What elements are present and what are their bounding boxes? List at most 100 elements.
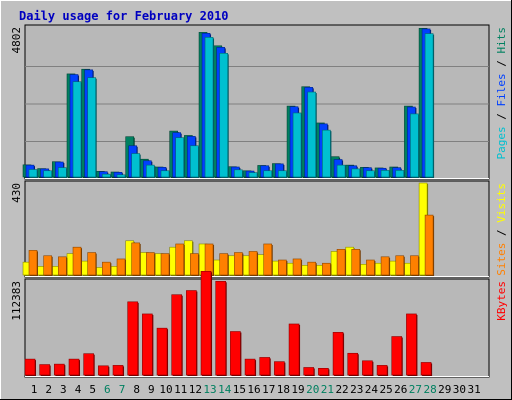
bar-pages [336, 164, 346, 178]
x-tick-label: 9 [148, 383, 155, 396]
bar-sites [366, 259, 375, 276]
x-tick-label: 18 [277, 383, 290, 396]
bar-kbytes [376, 365, 388, 376]
bar-kbytes [347, 352, 359, 376]
bar-sites [146, 252, 155, 276]
bar-pages [175, 137, 184, 178]
bar-pages [263, 170, 273, 178]
bar-pages [307, 91, 317, 178]
bar-kbytes [186, 290, 197, 376]
x-tick-label: 23 [350, 383, 363, 396]
bar-pages [102, 173, 111, 178]
bar-sites [322, 262, 331, 276]
bar-kbytes [259, 357, 271, 376]
x-tick-label: 30 [453, 383, 466, 396]
x-tick-label: 4 [75, 383, 82, 396]
bar-pages [292, 112, 302, 178]
x-tick-label: 1 [31, 383, 38, 396]
bar-kbytes [83, 353, 94, 376]
bar-pages [146, 164, 155, 178]
bar-kbytes [112, 365, 124, 376]
bar-sites [160, 253, 170, 276]
side-legend-part: / [495, 107, 508, 127]
bar-sites [204, 243, 214, 276]
x-tick-label: 16 [247, 383, 260, 396]
x-tick-label: 10 [159, 383, 172, 396]
bar-kbytes [230, 331, 241, 376]
side-legend-part: / [495, 223, 508, 243]
bar-sites [28, 250, 38, 276]
x-tick-label: 29 [438, 383, 451, 396]
bar-sites [43, 255, 52, 276]
x-tick-label: 11 [174, 383, 187, 396]
bar-pages [72, 81, 82, 178]
bar-kbytes [127, 301, 138, 376]
x-tick-label: 17 [262, 383, 275, 396]
bar-sites [58, 256, 67, 276]
x-tick-label: 15 [233, 383, 246, 396]
bar-kbytes [288, 323, 300, 376]
bar-sites [131, 242, 140, 276]
bar-pages [43, 170, 52, 178]
side-legend-part: KBytes [495, 281, 508, 321]
bar-sites [219, 253, 229, 276]
bar-sites [263, 243, 273, 276]
x-tick-label: 7 [119, 383, 126, 396]
bar-sites [278, 259, 287, 276]
bar-kbytes [215, 281, 227, 376]
bar-pages [395, 170, 405, 178]
x-tick-label: 21 [321, 383, 334, 396]
side-legend-bot: KBytes [495, 281, 508, 321]
bar-kbytes [420, 362, 432, 376]
bar-kbytes [303, 367, 315, 376]
bar-pages [28, 169, 38, 178]
x-tick-label: 14 [218, 383, 232, 396]
x-tick-label: 27 [409, 383, 422, 396]
bar-sites [336, 249, 346, 276]
side-legend-top: Pages / Files / Hits [495, 27, 508, 160]
side-legend-part: Files [495, 73, 508, 106]
bar-kbytes [318, 368, 329, 376]
bar-sites [234, 252, 243, 276]
side-legend-part: / [495, 54, 508, 74]
bar-kbytes [391, 336, 403, 376]
bar-kbytes [68, 358, 80, 376]
bar-kbytes [200, 270, 212, 376]
x-tick-label: 31 [467, 383, 480, 396]
side-legend-part: Visits [495, 183, 508, 223]
x-tick-label: 25 [379, 383, 392, 396]
bar-pages [424, 33, 434, 178]
y-max-label-mid: 430 [10, 183, 23, 203]
bar-sites [248, 251, 258, 276]
side-legend-part: Hits [495, 27, 508, 54]
side-legend-part: Sites [495, 243, 508, 276]
bar-sites [87, 252, 96, 276]
bar-pages [366, 170, 375, 178]
bar-pages [190, 145, 199, 178]
x-tick-label: 19 [291, 383, 304, 396]
bar-sites [424, 214, 434, 276]
bar-sites [102, 261, 111, 276]
x-tick-label: 2 [45, 383, 52, 396]
x-tick-label: 22 [335, 383, 348, 396]
bar-kbytes [171, 294, 182, 376]
bar-sites [307, 261, 317, 276]
x-tick-label: 8 [133, 383, 140, 396]
bar-kbytes [332, 332, 344, 376]
bar-sites [116, 258, 126, 276]
bar-kbytes [39, 364, 50, 376]
bar-kbytes [24, 358, 36, 376]
bar-pages [116, 174, 126, 178]
bar-pages [58, 167, 67, 178]
side-legend-mid: Sites / Visits [495, 183, 508, 276]
bar-kbytes [406, 313, 417, 376]
bar-sites [72, 246, 82, 276]
bar-pages [278, 170, 287, 178]
x-tick-label: 6 [104, 383, 111, 396]
bar-pages [234, 169, 243, 178]
y-max-label-bot: 112383 [10, 281, 23, 321]
bar-pages [248, 172, 258, 178]
